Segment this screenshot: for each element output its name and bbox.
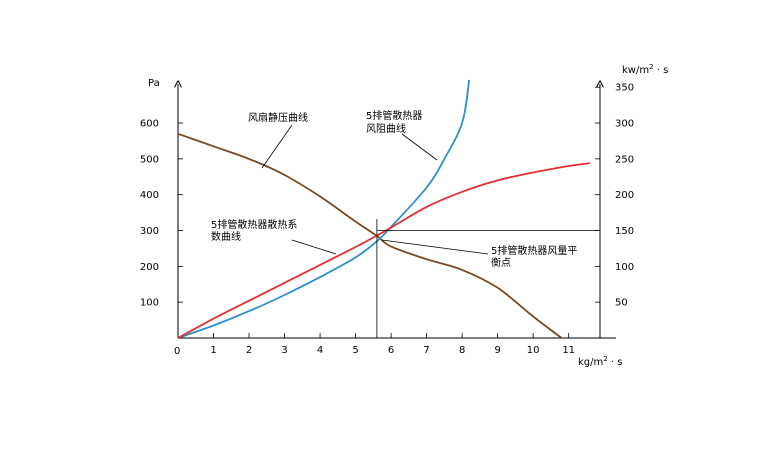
y-left-tick-label: 400 — [140, 190, 159, 201]
y-right-tick-label: 100 — [615, 262, 634, 273]
x-tick-label: 4 — [317, 345, 323, 356]
leader-fan-pressure — [261, 124, 293, 169]
leader-heat-coefficient — [291, 239, 337, 255]
x-tick-label: 6 — [388, 345, 394, 356]
y-right-tick-label: 350 — [615, 83, 634, 94]
x-tick-label: 10 — [527, 345, 540, 356]
y-left-tick-label: 200 — [140, 262, 159, 273]
annotation-resistance-line2: 风阻曲线 — [366, 122, 406, 135]
annotation-resistance-line1: 5排管散热器 — [366, 109, 422, 122]
y-left-label: Pa — [148, 78, 160, 89]
y-right-tick-label: 50 — [615, 298, 628, 309]
x-tick-label: 2 — [246, 345, 252, 356]
leader-resistance — [401, 133, 438, 161]
series-resistance — [178, 79, 471, 338]
y-right-tick-label: 150 — [615, 226, 634, 237]
x-tick-label: 5 — [352, 345, 358, 356]
x-tick-label: 8 — [459, 345, 465, 356]
x-tick-label: 11 — [562, 345, 575, 356]
x-tick-label: 1 — [210, 345, 216, 356]
y-left-tick-label: 500 — [140, 154, 159, 165]
x-tick-label: 3 — [281, 345, 287, 356]
annotation-heat-coefficient-line2: 数曲线 — [211, 230, 241, 243]
x-origin-label: 0 — [174, 346, 180, 357]
x-tick-label: 9 — [494, 345, 500, 356]
y-left-tick-label: 300 — [140, 226, 159, 237]
annotation-balance-line2: 衡点 — [491, 257, 511, 269]
series-heat-coefficient — [178, 162, 591, 338]
annotation-heat-coefficient-line1: 5排管散热器散热系 — [211, 218, 297, 231]
y-right-tick-label: 200 — [615, 190, 634, 201]
annotation-fan-pressure: 风扇静压曲线 — [248, 111, 308, 124]
y-left-tick-label: 100 — [140, 298, 159, 309]
x-label: kg/m2 · s — [578, 355, 622, 368]
leader-balance-point — [381, 239, 489, 255]
y-right-tick-label: 250 — [615, 154, 634, 165]
y-left-tick-label: 600 — [140, 119, 159, 130]
x-tick-label: 7 — [423, 345, 429, 356]
annotation-balance-line1: 5排管散热器风量平 — [491, 244, 577, 257]
ticks: 1 2 3 4 5 6 7 8 9 10 11 100 200 300 400 500 600 50 100 150 2… — [140, 83, 634, 356]
y-right-label: kw/m2 · s — [622, 63, 668, 76]
y-right-tick-label: 300 — [615, 119, 634, 130]
